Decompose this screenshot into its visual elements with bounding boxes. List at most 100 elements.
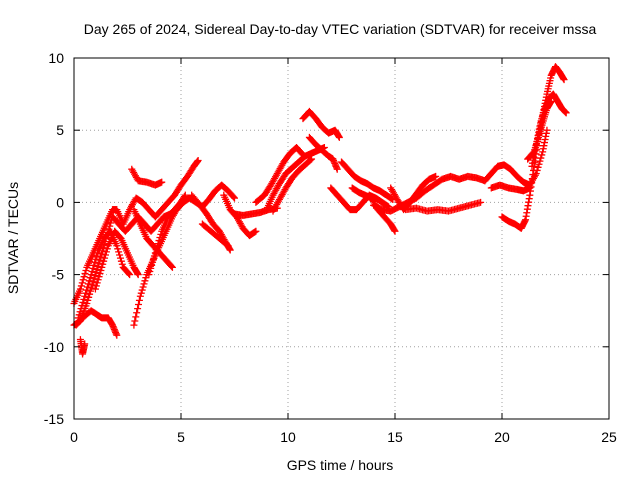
data-point-marker <box>113 331 121 339</box>
data-point-marker <box>84 280 92 288</box>
data-point-marker <box>93 279 101 287</box>
series-sat-track-6 <box>91 227 142 293</box>
data-point-marker <box>101 254 109 262</box>
data-point-marker <box>230 193 238 201</box>
data-point-marker <box>149 258 157 266</box>
data-point-marker <box>89 264 97 272</box>
data-point-marker <box>100 257 108 265</box>
data-point-marker <box>136 292 144 300</box>
data-point-marker <box>91 285 99 293</box>
data-point-marker <box>91 272 99 280</box>
data-point-marker <box>99 260 107 268</box>
data-point-marker <box>432 172 440 180</box>
data-point-marker <box>92 255 100 263</box>
data-point-marker <box>97 253 105 261</box>
data-point-marker <box>87 287 95 295</box>
data-point-marker <box>158 178 166 186</box>
data-point-marker <box>146 268 154 276</box>
data-point-marker <box>177 198 185 206</box>
data-point-marker <box>156 233 164 241</box>
data-point-marker <box>335 133 343 141</box>
data-point-marker <box>83 283 91 291</box>
data-point-marker <box>96 270 104 278</box>
series-sat-track-19 <box>305 133 341 173</box>
data-point-marker <box>153 243 161 251</box>
series-sat-track-4 <box>76 336 89 358</box>
series-sat-track-25 <box>387 172 440 214</box>
data-point-marker <box>149 255 157 263</box>
data-point-marker <box>88 268 96 276</box>
data-point-marker <box>86 274 94 282</box>
x-tick-label: 0 <box>70 429 78 445</box>
data-point-marker <box>83 299 91 307</box>
series-sat-track-22 <box>348 184 399 235</box>
data-point-marker <box>98 250 106 258</box>
data-point-marker <box>231 194 238 202</box>
data-point-marker <box>140 280 148 288</box>
data-point-marker <box>81 292 89 300</box>
data-point-marker <box>79 298 87 306</box>
data-point-marker <box>130 321 138 329</box>
data-point-marker <box>134 271 142 279</box>
data-point-marker <box>155 237 163 245</box>
data-point-marker <box>150 252 158 260</box>
data-point-marker <box>547 97 555 105</box>
data-point-marker <box>90 275 98 283</box>
data-point-marker <box>125 270 133 278</box>
data-point-marker <box>116 251 124 259</box>
data-point-marker <box>81 340 89 348</box>
data-point-marker <box>148 261 156 269</box>
data-point-marker <box>133 309 141 317</box>
data-point-marker <box>98 263 106 271</box>
data-point-marker <box>87 271 95 279</box>
data-point-marker <box>115 248 123 256</box>
tick-labels: 0 5 10 15 20 25 -15 -10 -5 0 5 10 <box>44 50 617 445</box>
data-point-marker <box>529 149 537 157</box>
data-point-marker <box>96 256 104 264</box>
data-point-marker <box>139 283 147 291</box>
y-tick-label: 0 <box>56 194 64 210</box>
data-point-marker <box>307 156 315 164</box>
data-point-marker <box>103 245 111 253</box>
data-point-marker <box>477 198 485 206</box>
data-point-marker <box>333 165 341 173</box>
data-point-marker <box>93 252 101 260</box>
data-point-marker <box>168 263 176 271</box>
data-point-marker <box>92 282 100 290</box>
x-tick-label: 20 <box>494 429 510 445</box>
series-sat-track-9 <box>130 206 176 271</box>
data-point-marker <box>85 277 93 285</box>
data-point-marker <box>76 285 84 293</box>
series-sat-track-15 <box>252 144 307 206</box>
data-point-marker <box>137 289 145 297</box>
data-point-marker <box>157 230 165 238</box>
data-point-marker <box>135 296 143 304</box>
data-point-marker <box>538 151 546 159</box>
data-point-marker <box>180 193 188 201</box>
data-point-marker <box>132 313 140 321</box>
data-point-marker <box>126 271 134 279</box>
data-point-marker <box>145 271 153 279</box>
data-point-marker <box>252 227 260 235</box>
y-tick-label: 5 <box>56 122 64 138</box>
data-point-marker <box>308 155 316 163</box>
series-sat-track-12 <box>198 220 232 250</box>
series-sat-track-7 <box>128 165 166 189</box>
x-axis-label: GPS time / hours <box>287 457 394 473</box>
data-point-marker <box>80 295 88 303</box>
data-point-marker <box>152 246 160 254</box>
data-point-marker <box>93 265 101 273</box>
data-point-marker <box>101 251 109 259</box>
data-point-marker <box>141 277 149 285</box>
y-tick-label: -10 <box>44 339 64 355</box>
data-point-marker <box>85 293 93 301</box>
data-point-marker <box>95 259 103 267</box>
data-point-marker <box>131 317 139 325</box>
y-tick-label: -15 <box>44 411 64 427</box>
series-sat-track-5 <box>74 227 134 322</box>
grid-lines <box>74 58 609 419</box>
chart-title: Day 265 of 2024, Sidereal Day-to-day VTE… <box>84 21 597 37</box>
data-point-marker <box>168 262 176 270</box>
data-point-marker <box>135 301 143 309</box>
